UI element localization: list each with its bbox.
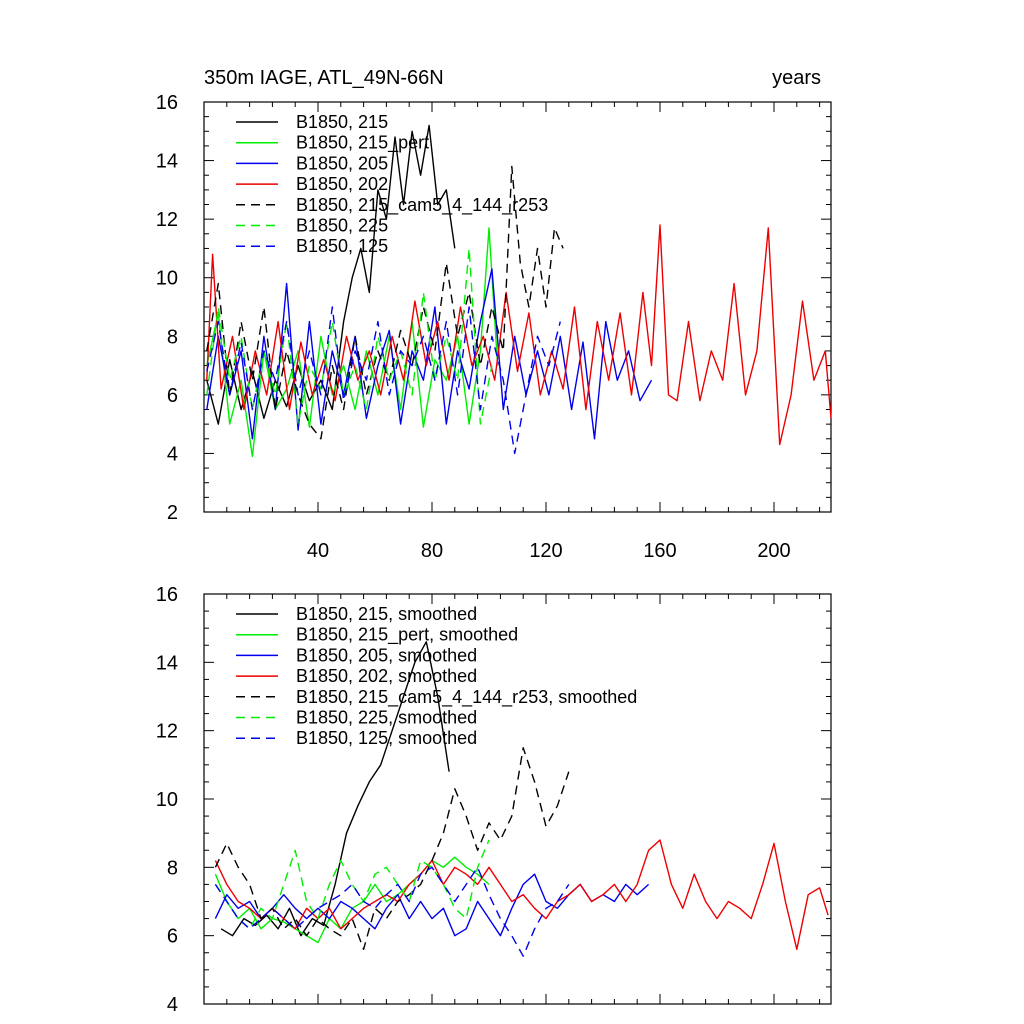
series-line [206, 124, 456, 425]
x-tick-label: 40 [307, 540, 329, 562]
legend-label: B1850, 225 [296, 216, 388, 236]
y-tick-label: 6 [167, 926, 178, 948]
x-tick-label: 160 [643, 540, 676, 562]
legend-label: B1850, 215_cam5_4_144_r253 [296, 195, 548, 216]
series-line [206, 165, 564, 440]
legend-label: B1850, 205, smoothed [296, 645, 477, 665]
y-tick-label: 6 [167, 385, 178, 407]
legend-label: B1850, 205 [296, 153, 388, 173]
y-tick-label: 16 [156, 92, 178, 114]
y-tick-label: 14 [156, 652, 178, 674]
legend-label: B1850, 202, smoothed [296, 666, 477, 686]
series-line [214, 873, 650, 937]
legend-label: B1850, 215_pert [296, 133, 429, 154]
y-tick-label: 16 [156, 584, 178, 606]
legend-label: B1850, 125 [296, 236, 388, 256]
y-tick-label: 14 [156, 151, 178, 173]
x-tick-label: 120 [529, 540, 562, 562]
legend-label: B1850, 125, smoothed [296, 728, 477, 748]
x-tick-label: 80 [421, 540, 443, 562]
series-line [214, 856, 490, 944]
units-label: years [772, 67, 821, 89]
y-tick-label: 8 [167, 326, 178, 348]
legend-label: B1850, 215_pert, smoothed [296, 625, 518, 646]
y-tick-label: 8 [167, 857, 178, 879]
y-tick-label: 12 [156, 209, 178, 231]
y-tick-label: 2 [167, 502, 178, 524]
series-line [206, 224, 832, 446]
legend-label: B1850, 202 [296, 174, 388, 194]
y-tick-label: 4 [167, 443, 178, 465]
y-tick-label: 4 [167, 994, 178, 1016]
x-tick-label: 200 [757, 540, 790, 562]
y-tick-label: 12 [156, 721, 178, 743]
legend-label: B1850, 215 [296, 112, 388, 132]
series-line [220, 641, 450, 937]
legend-label: B1850, 225, smoothed [296, 708, 477, 728]
chart-title: 350m IAGE, ATL_49N-66N [204, 67, 444, 89]
legend-label: B1850, 215_cam5_4_144_r253, smoothed [296, 687, 637, 708]
legend-label: B1850, 215, smoothed [296, 604, 477, 624]
series-line [214, 839, 490, 930]
y-tick-label: 10 [156, 789, 178, 811]
series-line [214, 866, 570, 957]
series-line [214, 839, 829, 950]
y-tick-label: 10 [156, 268, 178, 290]
series-line [214, 747, 570, 950]
top-panel: 2 4 6 8 10 12 14 16 40 80 120 160 200 350m IAGE, ATL_… [156, 67, 832, 562]
